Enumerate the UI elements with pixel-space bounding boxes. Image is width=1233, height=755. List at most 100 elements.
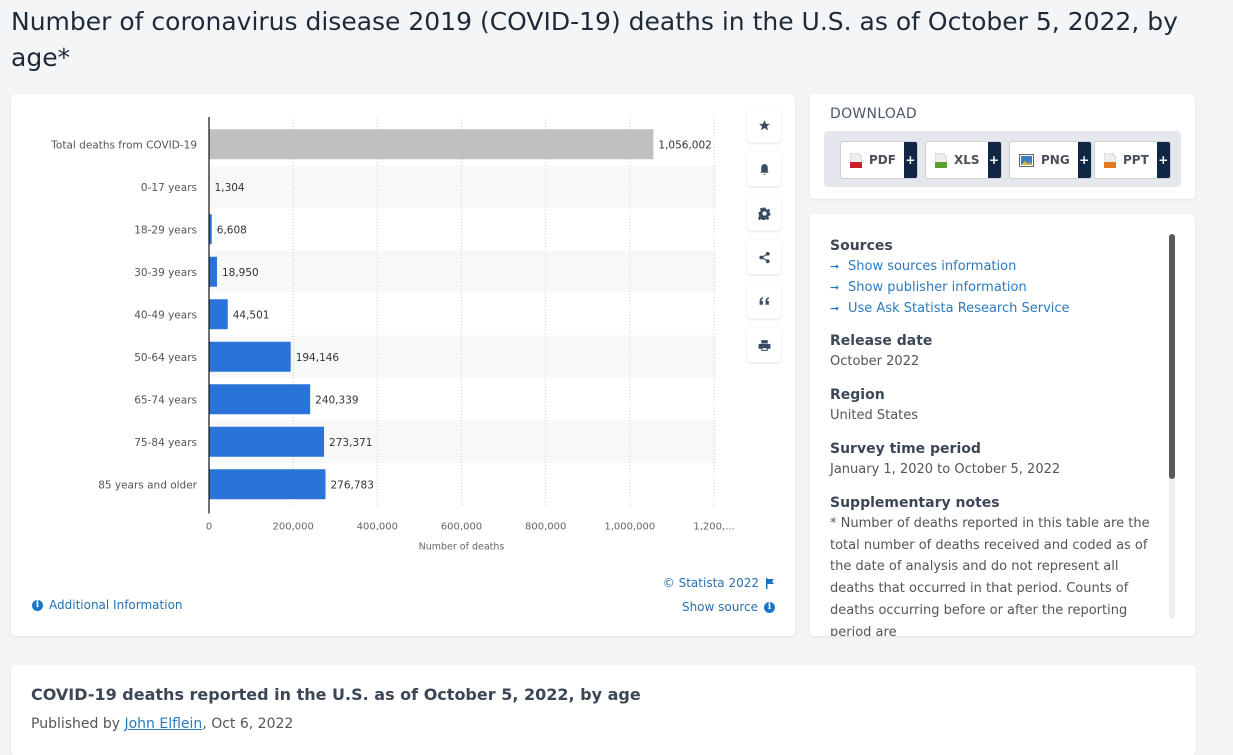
- ask-statista-link[interactable]: ➞ Use Ask Statista Research Service: [830, 298, 1150, 319]
- ppt-file-icon: [1104, 152, 1116, 168]
- info-icon: i: [764, 601, 775, 613]
- supplementary-notes-heading: Supplementary notes: [830, 495, 1000, 511]
- arrow-right-icon: ➞: [830, 302, 840, 315]
- x-tick-label: 1,000,000: [604, 522, 655, 533]
- row-band: [209, 165, 716, 208]
- bar: [209, 384, 311, 415]
- article-published-line: Published by John Elflein, Oct 6, 2022: [31, 716, 293, 732]
- release-date-value: October 2022: [830, 354, 920, 369]
- show-sources-label: Show sources information: [848, 259, 1017, 274]
- sources-heading: Sources: [830, 238, 893, 254]
- flag-icon[interactable]: [765, 577, 775, 589]
- additional-information-label: Additional Information: [49, 598, 183, 612]
- bar: [209, 299, 228, 330]
- survey-period-heading: Survey time period: [830, 441, 981, 457]
- region-heading: Region: [830, 387, 885, 403]
- arrow-right-icon: ➞: [830, 281, 840, 294]
- category-label: Total deaths from COVID-19: [50, 139, 197, 151]
- value-label: 273,371: [329, 437, 372, 449]
- download-png-plus[interactable]: +: [1077, 142, 1091, 178]
- bar: [209, 469, 326, 500]
- category-label: 50-64 years: [134, 352, 197, 364]
- page-title: Number of coronavirus disease 2019 (COVI…: [11, 7, 1178, 72]
- article-title: COVID-19 deaths reported in the U.S. as …: [31, 685, 641, 704]
- category-label: 85 years and older: [98, 479, 197, 491]
- category-label: 0-17 years: [141, 182, 197, 194]
- favorite-button[interactable]: [747, 108, 781, 142]
- download-pdf-button[interactable]: PDF +: [840, 141, 918, 179]
- print-button[interactable]: [747, 328, 781, 362]
- chart-toolbar: [747, 108, 783, 372]
- download-ppt-button[interactable]: PPT +: [1094, 141, 1171, 179]
- arrow-right-icon: ➞: [830, 260, 840, 273]
- category-label: 40-49 years: [134, 309, 197, 321]
- category-label: 75-84 years: [134, 437, 197, 449]
- value-label: 6,608: [217, 224, 247, 236]
- star-icon: [758, 119, 770, 130]
- x-tick-label: 0: [206, 522, 212, 533]
- x-tick-label: 200,000: [272, 522, 313, 533]
- info-scrollbar[interactable]: [1169, 234, 1175, 619]
- published-prefix: Published by: [31, 716, 125, 732]
- show-publisher-label: Show publisher information: [848, 280, 1027, 295]
- supplementary-notes-text: * Number of deaths reported in this tabl…: [830, 516, 1150, 636]
- value-label: 44,501: [233, 309, 270, 321]
- show-sources-link[interactable]: ➞ Show sources information: [830, 256, 1150, 277]
- value-label: 1,304: [215, 182, 245, 194]
- x-tick-label: 400,000: [357, 522, 398, 533]
- bar: [209, 341, 291, 372]
- value-label: 194,146: [296, 352, 340, 364]
- x-axis-title: Number of deaths: [419, 542, 505, 553]
- download-pdf-plus[interactable]: +: [903, 142, 917, 178]
- download-png-button[interactable]: PNG +: [1009, 141, 1092, 179]
- survey-period-value: January 1, 2020 to October 5, 2022: [830, 462, 1061, 477]
- copyright: © Statista 2022: [663, 576, 775, 590]
- settings-button[interactable]: [747, 196, 781, 230]
- value-label: 276,783: [330, 479, 373, 491]
- bar-chart: Total deaths from COVID-19 1,056,002 0-17 …: [50, 117, 735, 553]
- chart-card: Total deaths from COVID-19 1,056,002 0-17 …: [11, 94, 795, 636]
- x-tick-label: 600,000: [441, 522, 482, 533]
- statistic-details-panel: Sources ➞ Show sources information ➞ Show …: [810, 214, 1195, 636]
- download-panel: DOWNLOAD PDF + XLS + PNG + PPT +: [810, 94, 1195, 199]
- notification-button[interactable]: [747, 152, 781, 186]
- download-button-bar: PDF + XLS + PNG + PPT +: [824, 131, 1181, 187]
- additional-information-link[interactable]: i Additional Information: [32, 598, 183, 612]
- download-png-label: PNG: [1041, 153, 1070, 167]
- share-button[interactable]: [747, 240, 781, 274]
- category-label: 18-29 years: [134, 224, 197, 236]
- info-scrollbar-thumb[interactable]: [1169, 234, 1175, 479]
- category-label: 65-74 years: [134, 394, 197, 406]
- x-tick-label: 800,000: [525, 522, 566, 533]
- info-icon: i: [32, 599, 43, 611]
- bar: [209, 256, 217, 287]
- print-icon: [758, 339, 770, 351]
- bell-icon: [759, 163, 769, 175]
- show-publisher-link[interactable]: ➞ Show publisher information: [830, 277, 1150, 298]
- download-ppt-label: PPT: [1123, 153, 1149, 167]
- download-xls-plus[interactable]: +: [987, 142, 1001, 178]
- png-image-icon: [1019, 153, 1034, 167]
- xls-file-icon: [935, 152, 947, 168]
- quote-icon: [759, 296, 769, 305]
- bar: [209, 129, 654, 160]
- author-link[interactable]: John Elflein: [124, 716, 203, 732]
- pdf-file-icon: [850, 152, 862, 168]
- download-pdf-label: PDF: [869, 153, 896, 167]
- value-label: 18,950: [222, 267, 259, 279]
- value-label: 1,056,002: [658, 139, 711, 151]
- download-xls-button[interactable]: XLS +: [925, 141, 1002, 179]
- release-date-heading: Release date: [830, 333, 933, 349]
- download-ppt-plus[interactable]: +: [1156, 142, 1170, 178]
- show-source-link[interactable]: Show source i: [682, 600, 775, 614]
- value-label: 240,339: [315, 394, 358, 406]
- published-date: , Oct 6, 2022: [202, 716, 294, 732]
- article-card: COVID-19 deaths reported in the U.S. as …: [11, 665, 1196, 755]
- share-icon: [758, 251, 770, 263]
- ask-statista-label: Use Ask Statista Research Service: [848, 301, 1070, 316]
- gear-icon: [757, 206, 770, 220]
- copyright-text: © Statista 2022: [662, 576, 759, 590]
- x-tick-label: 1,200,...: [693, 522, 734, 533]
- region-value: United States: [830, 408, 919, 423]
- cite-button[interactable]: [747, 284, 781, 318]
